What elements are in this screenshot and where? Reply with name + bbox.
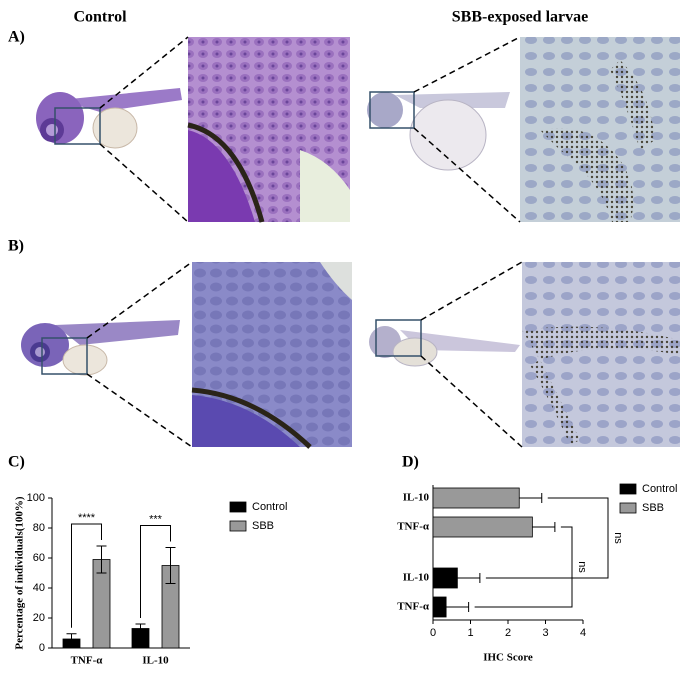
legend-label: SBB [252,520,274,532]
y-tick-label: 100 [27,492,45,504]
significance-label: ns [612,532,624,544]
legend-label: Control [642,483,677,495]
panel-label: A) [8,29,25,46]
bar [432,567,458,589]
y-tick-label: 0 [39,642,45,654]
bar [432,596,447,618]
error-bar [532,522,556,532]
larva [36,88,182,149]
y-axis-label: Percentage of individuals(100%) [14,496,26,650]
larva [369,319,520,367]
error-bar [457,573,481,583]
panel-label: C) [8,454,25,471]
y-tick-label: TNF-α [397,601,430,613]
error-bar [165,547,176,584]
y-tick-label: 60 [33,552,45,564]
column-title: Control [73,9,127,26]
significance-bracket [485,497,609,579]
legend-swatch [619,483,637,495]
x-tick-label: 0 [430,627,436,639]
significance-bracket [140,525,171,618]
error-bar [66,633,77,645]
panel-label: B) [8,238,24,255]
legend-label: SBB [642,502,664,514]
y-tick-label: 40 [33,582,45,594]
larva [367,91,510,171]
x-tick-label: 4 [580,627,586,639]
bar [432,516,533,538]
x-tick-label: IL-10 [142,655,169,667]
y-tick-label: IL-10 [403,572,430,584]
legend-swatch [229,501,247,513]
legend-label: Control [252,501,287,513]
panel-label: D) [402,454,419,471]
significance-bracket [474,526,573,608]
significance-label: ns [576,561,588,573]
x-tick-label: TNF-α [71,655,104,667]
error-bar [96,545,107,574]
y-tick-label: IL-10 [403,492,430,504]
micrographs: Control SBB-exposed larvae A) B) C) D) [8,9,680,471]
bar [432,487,520,509]
error-bar [446,602,470,612]
legend-swatch [229,520,247,532]
significance-label: **** [78,512,96,524]
error-bar [135,623,146,634]
significance-label: *** [149,513,163,525]
y-tick-label: 20 [33,612,45,624]
column-title: SBB-exposed larvae [452,9,588,26]
y-tick-label: TNF-α [397,521,430,533]
x-tick-label: 3 [542,627,548,639]
x-axis-label: IHC Score [483,652,533,664]
x-tick-label: 1 [467,627,473,639]
x-tick-label: 2 [505,627,511,639]
larva [21,320,180,376]
significance-bracket [71,523,102,628]
y-tick-label: 80 [33,522,45,534]
legend-swatch [619,502,637,514]
error-bar [519,493,543,503]
